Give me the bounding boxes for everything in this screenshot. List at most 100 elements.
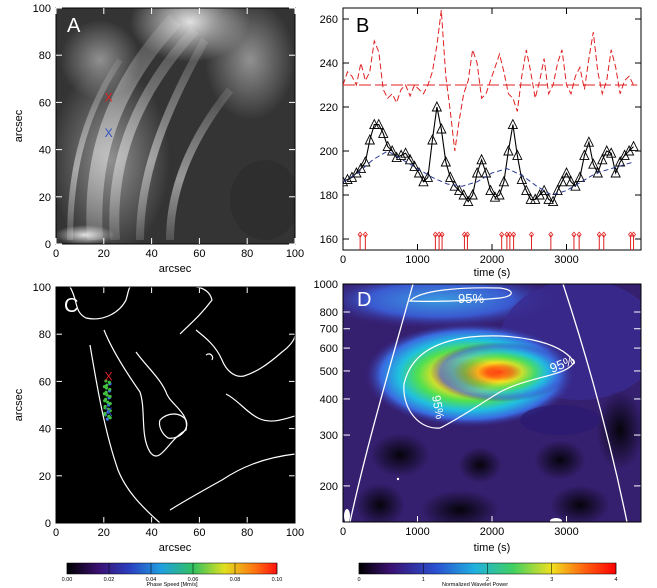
event-marker-head xyxy=(357,231,363,238)
triangle-point xyxy=(583,136,595,147)
y-tick-label: 80 xyxy=(39,50,51,62)
triangle-point xyxy=(547,195,559,207)
phase-speed-point xyxy=(104,379,108,383)
event-marker-head xyxy=(439,231,445,238)
event-marker-head xyxy=(507,231,513,238)
event-marker-head xyxy=(432,231,438,238)
triangle-point xyxy=(476,153,487,165)
phase-speed-point xyxy=(108,394,112,399)
panel-b-plot-area xyxy=(342,7,642,251)
event-marker-head xyxy=(548,231,554,238)
panel-c-ylabel: arcsec xyxy=(13,388,25,421)
triangle-point xyxy=(538,184,550,196)
colorbar-tick-label: 1 xyxy=(422,577,425,583)
triangle-point xyxy=(343,175,349,187)
y-tick-label: 800 xyxy=(320,307,338,319)
triangle-point xyxy=(431,100,443,112)
phase-speed-point xyxy=(105,383,109,387)
triangle-point xyxy=(588,158,599,169)
triangle-point xyxy=(570,180,581,191)
x-tick-label: 40 xyxy=(145,248,157,260)
y-tick-label: 40 xyxy=(39,145,51,157)
triangle-point xyxy=(521,184,532,196)
triangle-point xyxy=(552,184,563,196)
panel-b-axes: 0 1000 2000 3000 160 180 200 220 240 260 xyxy=(320,8,641,266)
event-marker-head xyxy=(499,231,505,238)
triangle-point xyxy=(386,144,398,156)
triangle-point xyxy=(467,188,478,200)
triangle-point xyxy=(364,133,376,145)
triangle-point xyxy=(413,166,425,178)
x-tick-label: 80 xyxy=(241,527,253,539)
panel-c-label: C xyxy=(64,295,78,317)
y-tick-label: 0 xyxy=(45,239,51,251)
x-tick-label: 2000 xyxy=(480,254,504,266)
panel-a-label: A xyxy=(67,15,81,37)
triangle-point xyxy=(382,140,393,152)
colorbar-tick-label: 0.04 xyxy=(146,577,157,583)
marker-blue-x-a: X xyxy=(105,126,113,140)
triangle-point xyxy=(485,184,496,196)
y-tick-label: 80 xyxy=(39,329,51,341)
phase-speed-point xyxy=(103,404,107,409)
colorbar-tick-label: 0.00 xyxy=(62,577,73,583)
phase-speed-track xyxy=(102,379,112,421)
panel-a-ylabel: arcsec xyxy=(13,109,25,142)
triangle-point xyxy=(436,122,447,134)
triangle-point xyxy=(512,149,523,160)
wavelet-contours xyxy=(403,287,575,429)
colorbar-tick-label: 4 xyxy=(614,577,617,583)
x-tick-label: 60 xyxy=(193,248,205,260)
phase-speed-point xyxy=(108,387,112,392)
triangle-point xyxy=(601,144,612,156)
event-marker-head xyxy=(596,231,602,238)
series-blue-dashed xyxy=(343,150,634,196)
phase-speed-point xyxy=(105,393,109,397)
phase-speed-point xyxy=(107,414,111,418)
event-marker-head xyxy=(576,231,582,238)
panel-d-xlabel: time (s) xyxy=(474,542,511,554)
panel-d: 95% 95% 95% D 0 1000 2000 30001000800700600… xyxy=(314,279,642,588)
panel-c: C X X 0 20 40 60 80 100 0 20 40 60 80 100 arcsec ar… xyxy=(13,282,304,588)
triangle-point xyxy=(427,133,438,145)
phase-speed-colorbar-ticks: 0.00 0.02 0.04 0.06 0.08 0.10 xyxy=(62,563,283,583)
panel-c-xlabel: arcsec xyxy=(159,542,192,554)
triangle-point xyxy=(395,149,407,160)
y-tick-label: 700 xyxy=(320,324,338,336)
y-tick-label: 300 xyxy=(320,430,338,442)
event-marker-head xyxy=(362,231,368,238)
event-marker-head xyxy=(511,231,517,238)
panel-b-xlabel: time (s) xyxy=(474,267,511,279)
contour-label: 95% xyxy=(458,291,484,306)
panel-a-emission xyxy=(56,8,295,244)
triangle-point xyxy=(400,147,411,158)
y-tick-label: 600 xyxy=(320,343,338,355)
y-tick-label: 100 xyxy=(33,3,51,15)
triangle-point xyxy=(592,166,604,178)
phase-speed-point xyxy=(107,380,111,384)
phase-speed-colorbar xyxy=(66,562,278,575)
wavelet-power-map xyxy=(343,284,641,522)
triangle-point xyxy=(605,147,617,158)
x-tick-label: 0 xyxy=(340,254,346,266)
panel-c-contours xyxy=(69,286,296,524)
triangle-point xyxy=(597,153,608,165)
triangle-point xyxy=(503,144,514,156)
wavelet-power-colorbar-ticks: 0 1 2 3 4 xyxy=(357,563,618,583)
x-tick-label: 40 xyxy=(145,527,157,539)
y-tick-label: 260 xyxy=(320,14,338,26)
marker-red-x-a: X xyxy=(105,91,113,105)
triangle-point xyxy=(494,188,505,200)
triangle-point xyxy=(498,175,510,187)
colorbar-tick-label: 0.08 xyxy=(230,577,241,583)
triangle-point xyxy=(489,191,501,202)
phase-speed-point xyxy=(104,397,108,401)
x-tick-label: 100 xyxy=(286,248,304,260)
x-tick-label: 1000 xyxy=(405,254,429,266)
panel-d-axes: 0 1000 2000 3000 1000 800 700 600 500 400 300 200 xyxy=(314,279,641,538)
panel-b-clipped xyxy=(343,10,639,250)
marker-blue-x-c: X xyxy=(105,405,113,419)
colorbar-tick-label: 0.10 xyxy=(272,577,283,583)
phase-speed-point xyxy=(106,407,110,411)
